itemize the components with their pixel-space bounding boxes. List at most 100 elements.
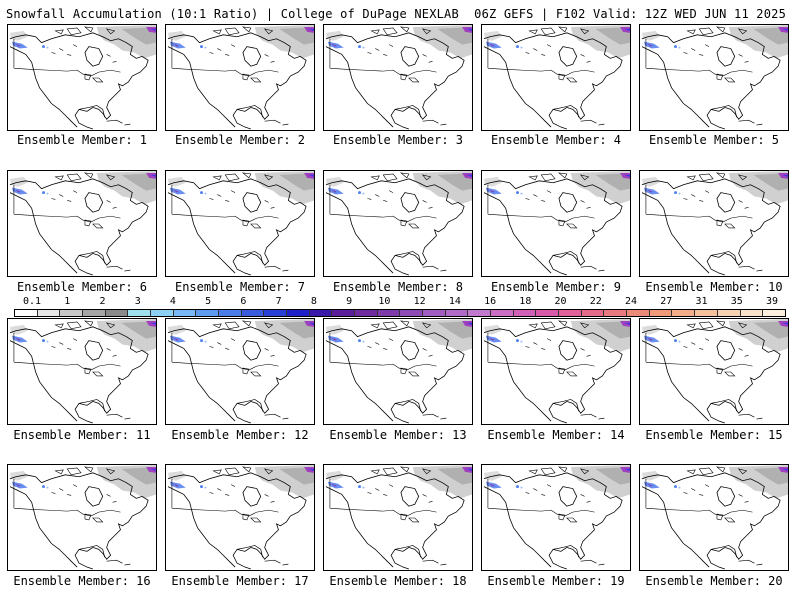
north-america-map <box>167 319 314 424</box>
color-swatch <box>60 310 84 316</box>
color-scale-label: 31 <box>695 296 708 307</box>
ensemble-map-panel <box>481 24 631 131</box>
color-scale-label: 3 <box>134 296 141 307</box>
color-scale-label: 9 <box>346 296 353 307</box>
color-swatch <box>332 310 356 316</box>
color-swatch <box>717 310 741 316</box>
color-swatch <box>627 310 650 316</box>
ensemble-map-panel <box>323 318 473 425</box>
color-swatch <box>695 310 718 316</box>
ensemble-map-panel <box>165 464 315 571</box>
ensemble-map-panel <box>323 170 473 277</box>
color-swatch <box>536 310 560 316</box>
color-scale-label: 16 <box>484 296 497 307</box>
color-scale-label: 6 <box>240 296 247 307</box>
color-swatch <box>15 310 38 316</box>
color-swatch <box>37 310 61 316</box>
ensemble-member-label: Ensemble Member: 5 <box>648 133 780 147</box>
ensemble-map-panel <box>7 464 157 571</box>
color-scale-label: 0.1 <box>22 296 42 307</box>
color-swatch <box>128 310 152 316</box>
color-swatch <box>740 310 764 316</box>
north-america-map <box>325 465 472 570</box>
north-america-map <box>641 25 788 130</box>
color-swatch <box>468 310 492 316</box>
color-swatch <box>423 310 446 316</box>
ensemble-member-label: Ensemble Member: 1 <box>16 133 148 147</box>
color-swatch <box>173 310 197 316</box>
ensemble-map-panel <box>481 170 631 277</box>
north-america-map <box>325 319 472 424</box>
color-swatch <box>604 310 628 316</box>
color-scale-label: 2 <box>99 296 106 307</box>
north-america-map <box>483 171 630 276</box>
color-scale-label: 8 <box>310 296 317 307</box>
color-swatch <box>355 310 378 316</box>
color-scale-label: 14 <box>448 296 461 307</box>
color-swatch <box>241 310 265 316</box>
ensemble-member-label: Ensemble Member: 2 <box>174 133 306 147</box>
ensemble-map-panel <box>639 318 789 425</box>
ensemble-map-panel <box>323 24 473 131</box>
color-swatch <box>219 310 242 316</box>
color-swatch <box>559 310 582 316</box>
color-scale-label: 27 <box>660 296 673 307</box>
ensemble-member-label: Ensemble Member: 8 <box>332 280 464 294</box>
ensemble-member-label: Ensemble Member: 13 <box>329 428 467 442</box>
ensemble-member-label: Ensemble Member: 17 <box>171 574 309 588</box>
color-scale-label: 18 <box>519 296 532 307</box>
ensemble-member-label: Ensemble Member: 7 <box>174 280 306 294</box>
north-america-map <box>9 319 156 424</box>
north-america-map <box>325 171 472 276</box>
color-swatch <box>491 310 514 316</box>
ensemble-map-panel <box>481 464 631 571</box>
color-swatch <box>377 310 401 316</box>
color-scale-label: 7 <box>275 296 282 307</box>
color-scale-label: 5 <box>205 296 212 307</box>
color-scale-label: 35 <box>730 296 743 307</box>
color-scale-bar <box>14 309 786 317</box>
north-america-map <box>325 25 472 130</box>
color-swatch <box>581 310 605 316</box>
north-america-map <box>167 25 314 130</box>
ensemble-member-label: Ensemble Member: 16 <box>13 574 151 588</box>
ensemble-map-panel <box>165 170 315 277</box>
color-swatch <box>649 310 673 316</box>
ensemble-map-panel <box>639 170 789 277</box>
color-scale-label: 24 <box>625 296 638 307</box>
north-america-map <box>641 171 788 276</box>
ensemble-map-panel <box>7 170 157 277</box>
ensemble-member-label: Ensemble Member: 18 <box>329 574 467 588</box>
ensemble-map-panel <box>7 318 157 425</box>
north-america-map <box>9 465 156 570</box>
ensemble-member-label: Ensemble Member: 10 <box>645 280 783 294</box>
ensemble-map-panel <box>323 464 473 571</box>
north-america-map <box>483 465 630 570</box>
ensemble-member-label: Ensemble Member: 9 <box>490 280 622 294</box>
ensemble-member-label: Ensemble Member: 4 <box>490 133 622 147</box>
color-scale-label: 20 <box>554 296 567 307</box>
ensemble-map-panel <box>165 24 315 131</box>
forecast-valid-time: 06Z GEFS | F102 Valid: 12Z WED JUN 11 20… <box>474 7 786 21</box>
ensemble-member-label: Ensemble Member: 14 <box>487 428 625 442</box>
ensemble-member-label: Ensemble Member: 6 <box>16 280 148 294</box>
north-america-map <box>167 465 314 570</box>
color-swatch <box>513 310 537 316</box>
north-america-map <box>483 319 630 424</box>
color-swatch <box>763 310 785 316</box>
north-america-map <box>9 171 156 276</box>
color-scale-label: 1 <box>64 296 71 307</box>
ensemble-member-label: Ensemble Member: 11 <box>13 428 151 442</box>
ensemble-member-label: Ensemble Member: 20 <box>645 574 783 588</box>
color-swatch <box>196 310 220 316</box>
ensemble-map-panel <box>165 318 315 425</box>
color-swatch <box>400 310 424 316</box>
ensemble-member-label: Ensemble Member: 19 <box>487 574 625 588</box>
color-scale-label: 39 <box>765 296 779 307</box>
color-scale-label: 22 <box>589 296 602 307</box>
north-america-map <box>641 319 788 424</box>
color-scale-label: 12 <box>413 296 426 307</box>
north-america-map <box>9 25 156 130</box>
north-america-map <box>641 465 788 570</box>
color-swatch <box>445 310 469 316</box>
